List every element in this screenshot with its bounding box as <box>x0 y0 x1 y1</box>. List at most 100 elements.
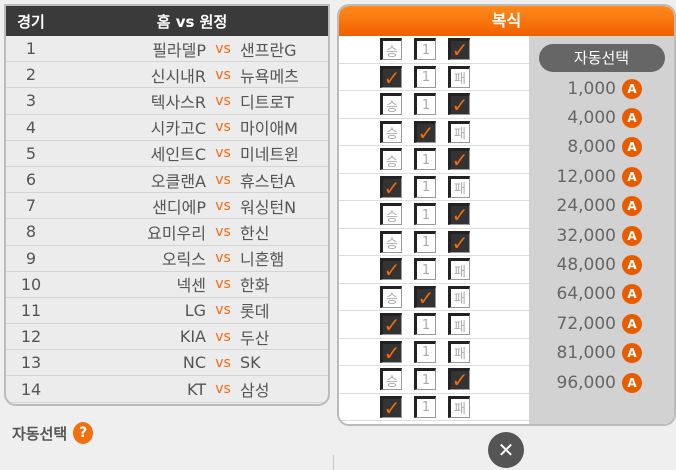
pick-win-checkbox[interactable]: 승 <box>380 285 402 308</box>
price-item[interactable]: 72,000 A <box>529 309 674 338</box>
pick-win-checkbox[interactable]: 승 <box>380 38 402 61</box>
price-item[interactable]: 81,000 A <box>529 339 674 368</box>
game-no: 7 <box>25 196 37 216</box>
price-item[interactable]: 4,000 A <box>529 103 674 132</box>
away-team: 두산 <box>240 328 270 348</box>
close-button[interactable]: ✕ <box>488 432 524 468</box>
auto-select-text: 자동선택 <box>12 424 68 443</box>
game-row: 3 텍사스R vs 디트로T <box>6 88 328 115</box>
home-team: 텍사스R <box>150 92 206 112</box>
coin-icon: A <box>622 284 642 305</box>
price-item[interactable]: 48,000 A <box>529 250 674 279</box>
auto-select-label: 자동선택 ? <box>12 422 94 444</box>
auto-select-button[interactable]: 자동선택 <box>538 44 665 72</box>
pick-draw-checkbox[interactable]: 1 <box>414 175 436 198</box>
pick-lose-checkbox[interactable]: 패 <box>448 340 470 363</box>
pick-row: 승 1 ✓ <box>339 36 529 64</box>
pick-draw-checkbox[interactable]: 1 <box>414 368 436 391</box>
pick-row: 승 1 ✓ <box>339 201 529 229</box>
pick-win-checkbox[interactable]: ✓ <box>380 340 402 365</box>
home-team: 시카고C <box>150 119 206 139</box>
prices-column: 자동선택 1,000 A 4,000 A 8,000 A 12,000 A 24,000 A 32,… <box>529 36 674 424</box>
pick-draw-checkbox[interactable]: ✓ <box>414 120 436 145</box>
games-header: 경기 홈 vs 원정 <box>6 6 328 36</box>
home-team: 신시내R <box>150 66 206 86</box>
pick-draw-checkbox[interactable]: 1 <box>414 340 436 363</box>
price-item[interactable]: 12,000 A <box>529 162 674 191</box>
pick-win-checkbox[interactable]: 승 <box>380 148 402 171</box>
pick-lose-checkbox[interactable]: ✓ <box>448 93 470 117</box>
pick-win-checkbox[interactable]: 승 <box>380 203 402 226</box>
help-icon[interactable]: ? <box>73 422 94 444</box>
pick-lose-checkbox[interactable]: ✓ <box>448 368 470 392</box>
pick-draw-checkbox[interactable]: ✓ <box>414 285 436 310</box>
pick-win-checkbox[interactable]: ✓ <box>380 395 402 420</box>
pick-draw-checkbox[interactable]: 1 <box>414 65 436 88</box>
away-team: 한신 <box>240 223 270 243</box>
pick-row: 승 1 ✓ <box>339 366 529 394</box>
price-item[interactable]: 64,000 A <box>529 280 674 309</box>
away-team: 삼성 <box>240 381 270 401</box>
games-panel: 경기 홈 vs 원정 1 필라델P vs 샌프란G 2 신시내R vs 뉴욕메츠 3 텍사스R vs… <box>4 4 330 406</box>
away-team: 디트로T <box>240 92 294 112</box>
pick-draw-checkbox[interactable]: 1 <box>414 93 436 116</box>
away-team: 한화 <box>240 276 270 296</box>
pick-win-checkbox[interactable]: ✓ <box>380 313 402 337</box>
pick-lose-checkbox[interactable]: ✓ <box>448 38 470 62</box>
pick-row: 승 ✓ 패 <box>339 284 529 311</box>
home-team: 세인트C <box>150 145 206 165</box>
price-item[interactable]: 8,000 A <box>529 133 674 162</box>
pick-draw-checkbox[interactable]: 1 <box>414 203 436 226</box>
pick-row: 승 1 ✓ <box>339 229 529 256</box>
header-match: 홈 vs 원정 <box>156 12 228 31</box>
game-row: 4 시카고C vs 마이애M <box>6 115 328 141</box>
price-value: 64,000 <box>556 284 616 305</box>
pick-row: ✓ 1 패 <box>339 394 529 421</box>
pick-lose-checkbox[interactable]: ✓ <box>448 148 470 172</box>
game-no: 5 <box>25 143 37 163</box>
pick-draw-checkbox[interactable]: 1 <box>414 313 436 336</box>
pick-lose-checkbox[interactable]: ✓ <box>448 230 470 255</box>
price-item[interactable]: 24,000 A <box>529 192 674 221</box>
pick-lose-checkbox[interactable]: 패 <box>448 313 470 336</box>
coin-icon: A <box>622 108 642 129</box>
pick-win-checkbox[interactable]: 승 <box>380 120 402 143</box>
pick-win-checkbox[interactable]: ✓ <box>380 258 402 282</box>
price-value: 96,000 <box>556 372 616 393</box>
pick-draw-checkbox[interactable]: 1 <box>414 395 436 418</box>
home-team: LG <box>184 300 206 320</box>
pick-draw-checkbox[interactable]: 1 <box>414 230 436 253</box>
price-item[interactable]: 1,000 A <box>529 74 674 103</box>
pick-win-checkbox[interactable]: 승 <box>380 230 402 253</box>
price-item[interactable]: 32,000 A <box>529 221 674 250</box>
vs-label: vs <box>215 302 231 319</box>
pick-draw-checkbox[interactable]: 1 <box>414 258 436 281</box>
price-value: 72,000 <box>556 313 616 334</box>
pick-win-checkbox[interactable]: ✓ <box>380 175 402 200</box>
pick-lose-checkbox[interactable]: 패 <box>448 395 470 418</box>
coin-icon: A <box>622 225 642 246</box>
pick-lose-checkbox[interactable]: 패 <box>448 120 470 143</box>
pick-lose-checkbox[interactable]: 패 <box>448 285 470 308</box>
game-row: 11 LG vs 롯데 <box>6 298 328 325</box>
away-team: SK <box>240 353 261 373</box>
price-value: 12,000 <box>556 166 616 187</box>
pick-lose-checkbox[interactable]: 패 <box>448 65 470 88</box>
pick-lose-checkbox[interactable]: 패 <box>448 258 470 281</box>
game-no: 10 <box>20 274 42 294</box>
price-value: 8,000 <box>567 137 616 158</box>
pick-draw-checkbox[interactable]: 1 <box>414 148 436 171</box>
game-row: 8 요미우리 vs 한신 <box>6 219 328 246</box>
pick-row: ✓ 1 패 <box>339 311 529 339</box>
price-item[interactable]: 96,000 A <box>529 368 674 397</box>
pick-win-checkbox[interactable]: 승 <box>380 368 402 391</box>
pick-lose-checkbox[interactable]: ✓ <box>448 203 470 227</box>
pick-draw-checkbox[interactable]: 1 <box>414 38 436 61</box>
pick-lose-checkbox[interactable]: 패 <box>448 175 470 198</box>
vs-label: vs <box>215 276 231 293</box>
game-row: 9 오릭스 vs 니혼햄 <box>6 246 328 272</box>
home-team: 요미우리 <box>147 223 206 243</box>
pick-win-checkbox[interactable]: 승 <box>380 93 402 116</box>
game-no: 6 <box>25 170 37 190</box>
pick-win-checkbox[interactable]: ✓ <box>380 65 402 90</box>
